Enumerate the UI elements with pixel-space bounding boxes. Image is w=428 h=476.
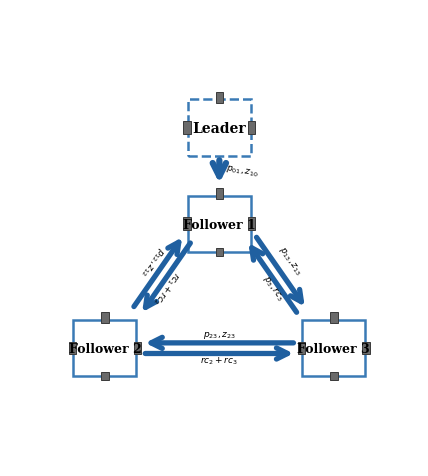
Bar <box>184 121 191 134</box>
Bar <box>363 342 370 355</box>
Bar <box>184 218 191 230</box>
Text: $rc_1+rc_2$: $rc_1+rc_2$ <box>150 269 181 307</box>
Text: Leader: Leader <box>193 122 246 136</box>
Text: $p_{12},z_{12}$: $p_{12},z_{12}$ <box>138 245 166 278</box>
Bar <box>216 188 223 199</box>
Text: $p_{23},z_{23}$: $p_{23},z_{23}$ <box>203 330 236 341</box>
Text: $rc_2+rc_3$: $rc_2+rc_3$ <box>200 355 238 367</box>
Bar <box>298 342 305 355</box>
Bar <box>248 121 255 134</box>
Bar <box>74 320 137 377</box>
Bar <box>69 342 76 355</box>
Text: Follower 2: Follower 2 <box>68 343 141 357</box>
Bar <box>248 218 255 230</box>
Bar <box>101 372 109 380</box>
Bar <box>188 196 251 252</box>
Bar <box>330 312 338 323</box>
Bar <box>302 320 365 377</box>
Text: $p_{3},rc_3$: $p_{3},rc_3$ <box>260 273 286 303</box>
Text: Follower 1: Follower 1 <box>183 219 256 232</box>
Text: $p_{13},z_{13}$: $p_{13},z_{13}$ <box>276 245 304 278</box>
Bar <box>216 91 223 103</box>
Text: $p_{01},z_{10}$: $p_{01},z_{10}$ <box>225 163 260 180</box>
Bar <box>101 312 109 323</box>
Text: Follower 3: Follower 3 <box>297 343 370 357</box>
Bar <box>216 248 223 256</box>
Bar <box>330 372 338 380</box>
Bar <box>188 99 251 156</box>
Bar <box>134 342 141 355</box>
